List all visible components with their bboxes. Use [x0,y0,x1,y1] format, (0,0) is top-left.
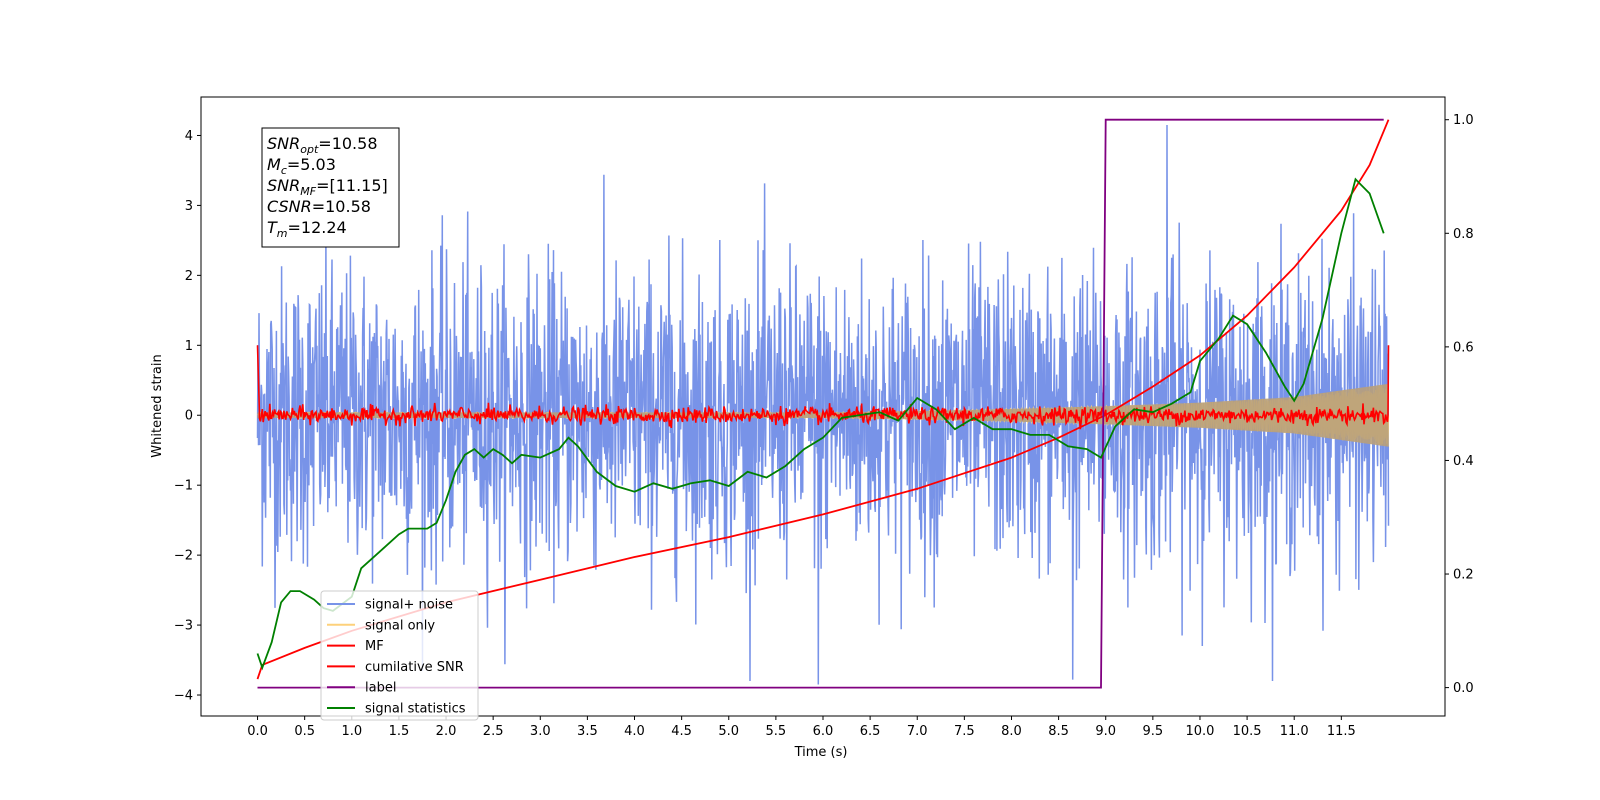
plot-area [256,118,1390,689]
legend-label: signal statistics [365,702,466,717]
legend-label: signal+ noise [365,598,453,613]
y-left-tick-label: −2 [174,549,193,564]
x-tick-label: 2.0 [436,724,457,739]
y-right-tick-label: 1.0 [1453,113,1474,128]
x-tick-label: 6.5 [860,724,881,739]
y-left-tick-label: 4 [185,129,193,144]
x-tick-label: 7.0 [907,724,928,739]
y-left-tick-label: 2 [185,269,193,284]
y-left-tick-label: −1 [174,479,193,494]
x-tick-label: 11.5 [1327,724,1356,739]
x-tick-label: 8.0 [1001,724,1022,739]
series-label [257,118,1384,689]
info-line: Mc=5.03 [267,155,336,177]
info-box: SNRopt=10.58Mc=5.03SNRMF=[11.15]CSNR=10.… [261,127,400,248]
series-signal-plus-noise [256,124,1390,685]
legend: signal+ noise signal only MF cumilative SNR… [320,590,479,721]
info-line: Tm=12.24 [267,218,347,240]
x-tick-label: 5.0 [718,724,739,739]
x-tick-label: 4.0 [624,724,645,739]
x-tick-label: 4.5 [671,724,692,739]
legend-item: cumilative SNR [327,660,464,675]
y-right-tick-label: 0.2 [1453,568,1474,583]
x-tick-label: 0.5 [294,724,315,739]
legend-label: signal only [365,618,435,633]
legend-item: signal only [327,618,435,633]
y-left-tick-label: −3 [174,619,193,634]
y-right-tick-label: 0.6 [1453,340,1474,355]
info-line: SNRopt=10.58 [267,134,378,156]
x-tick-label: 8.5 [1048,724,1069,739]
legend-label: cumilative SNR [365,660,464,675]
series-signal-statistics [256,177,1385,671]
x-tick-label: 0.0 [247,724,268,739]
x-tick-label: 9.0 [1095,724,1116,739]
x-tick-label: 7.5 [954,724,975,739]
series-mf [256,345,1390,430]
legend-item: signal statistics [327,702,466,717]
y-axis-left: 4 3 2 1 0 −1 −2 −3 −4 [174,129,201,704]
info-line: CSNR=10.58 [267,197,371,216]
info-line: SNRMF=[11.15] [267,176,388,198]
x-tick-label: 10.0 [1185,724,1214,739]
y-right-tick-label: 0.0 [1453,681,1474,696]
x-axis-label: Time (s) [794,745,848,760]
y-left-tick-label: −4 [174,689,193,704]
x-tick-label: 3.0 [530,724,551,739]
legend-label: label [365,681,396,696]
x-tick-label: 2.5 [483,724,504,739]
y-right-tick-label: 0.4 [1453,454,1474,469]
y-right-tick-label: 0.8 [1453,227,1474,242]
y-axis-label: Whitened strain [150,354,165,457]
x-tick-label: 6.0 [813,724,834,739]
y-axis-right: 1.0 0.8 0.6 0.4 0.2 0.0 [1445,113,1474,696]
legend-item: signal+ noise [327,598,453,613]
x-axis: 0.0 0.5 1.0 1.5 2.0 2.5 3.0 3.5 4.0 4.5 5.0 5.5 6.0 6… [247,716,1356,739]
legend-item: MF [327,639,384,654]
x-tick-label: 9.5 [1143,724,1164,739]
x-tick-label: 1.5 [389,724,410,739]
y-left-tick-label: 3 [185,199,193,214]
info-box-frame [261,127,400,248]
x-tick-label: 11.0 [1280,724,1309,739]
x-tick-label: 3.5 [577,724,598,739]
y-left-tick-label: 1 [185,339,193,354]
x-tick-label: 10.5 [1233,724,1262,739]
y-left-tick-label: 0 [185,409,193,424]
legend-frame [320,590,479,721]
legend-item: label [327,681,396,696]
legend-label: MF [365,639,384,654]
x-tick-label: 5.5 [766,724,787,739]
x-tick-label: 1.0 [341,724,362,739]
